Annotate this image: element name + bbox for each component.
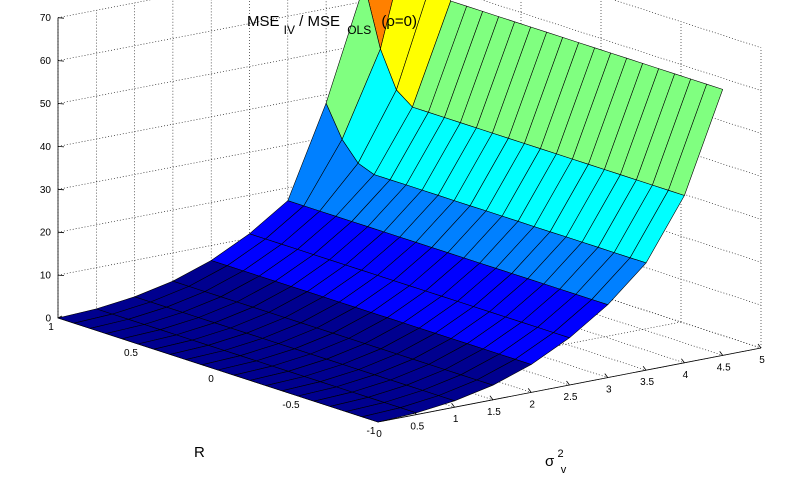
y-tick-label: -1 bbox=[367, 426, 376, 437]
x-tick-mark bbox=[642, 365, 647, 371]
z-tick-mark bbox=[57, 60, 65, 62]
z-tick-label: 10 bbox=[40, 271, 52, 282]
z-tick-label: 40 bbox=[40, 142, 52, 153]
x-tick-label: 2.5 bbox=[564, 392, 578, 403]
x-tick-label: 0.5 bbox=[410, 422, 424, 433]
axis-ticks: 010203040506070-1-0.500.5100.511.522.533… bbox=[40, 13, 765, 440]
x-tick-label: 0 bbox=[376, 429, 382, 440]
surface-face bbox=[361, 407, 417, 423]
chart-title: MSE IV / MSE OLS (ρ=0) bbox=[247, 13, 417, 38]
x-tick-label: 1.5 bbox=[487, 407, 501, 418]
z-tick-label: 50 bbox=[40, 99, 52, 110]
x-tick-label: 3.5 bbox=[640, 377, 654, 388]
x-tick-label: 1 bbox=[453, 414, 459, 425]
z-tick-label: 30 bbox=[40, 185, 52, 196]
x-tick-mark bbox=[489, 395, 494, 401]
y-tick-label: 0 bbox=[208, 374, 214, 385]
x-tick-mark bbox=[719, 351, 724, 356]
z-tick-mark bbox=[57, 103, 65, 105]
x-tick-mark bbox=[681, 358, 685, 364]
x-tick-mark bbox=[451, 402, 455, 408]
y-axis-label: R bbox=[194, 444, 205, 461]
x-tick-label: 2 bbox=[529, 399, 535, 410]
z-tick-label: 60 bbox=[40, 56, 52, 67]
y-tick-label: 1 bbox=[48, 322, 54, 333]
x-tick-mark bbox=[604, 373, 609, 378]
z-tick-mark bbox=[57, 188, 65, 191]
x-tick-mark bbox=[566, 380, 570, 386]
x-tick-label: 5 bbox=[759, 355, 765, 366]
x-tick-mark bbox=[527, 388, 532, 393]
x-tick-label: 3 bbox=[606, 385, 612, 396]
y-tick-label: -0.5 bbox=[282, 400, 300, 411]
z-tick-mark bbox=[57, 17, 65, 19]
z-tick-label: 0 bbox=[45, 314, 51, 325]
z-tick-mark bbox=[57, 274, 65, 276]
z-tick-mark bbox=[57, 231, 65, 234]
z-tick-label: 70 bbox=[40, 13, 52, 24]
z-tick-label: 20 bbox=[40, 228, 52, 239]
x-tick-label: 4.5 bbox=[717, 362, 731, 373]
x-axis-label: σ 2 v bbox=[545, 444, 568, 476]
x-tick-label: 4 bbox=[683, 370, 689, 381]
y-tick-label: 0.5 bbox=[124, 348, 138, 359]
x-tick-mark bbox=[757, 343, 762, 349]
surface-mesh bbox=[57, 0, 724, 423]
z-tick-mark bbox=[57, 146, 65, 148]
